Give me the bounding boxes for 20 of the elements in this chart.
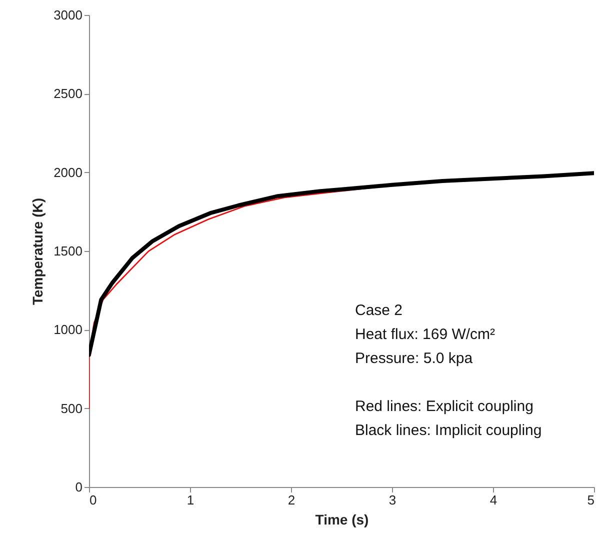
x-tick-label: 4 <box>490 492 498 508</box>
y-tick-label: 1000 <box>54 322 82 338</box>
x-axis-title: Time (s) <box>315 512 369 528</box>
annotation: Red lines: Explicit coupling <box>355 398 534 415</box>
x-tick-label: 1 <box>186 492 194 508</box>
y-tick-label: 0 <box>75 480 82 494</box>
annotation: Case 2 <box>355 302 403 319</box>
x-tick-label: 5 <box>587 492 594 508</box>
x-tick-label: 2 <box>288 492 296 508</box>
y-tick-label: 2500 <box>54 86 82 102</box>
annotation: Black lines: Implicit coupling <box>355 422 542 439</box>
y-tick-label: 1500 <box>54 244 82 258</box>
x-tick-label: 0 <box>90 492 97 508</box>
y-axis-title: Temperature (K) <box>30 198 46 306</box>
y-tick-label: 3000 <box>54 8 82 22</box>
x-tick-label: 3 <box>388 492 396 508</box>
y-tick-label: 2000 <box>54 164 82 180</box>
annotation: Pressure: 5.0 kpa <box>355 350 474 367</box>
annotation: Heat flux: 169 W/cm² <box>355 326 496 343</box>
y-tick-label: 500 <box>60 400 82 416</box>
